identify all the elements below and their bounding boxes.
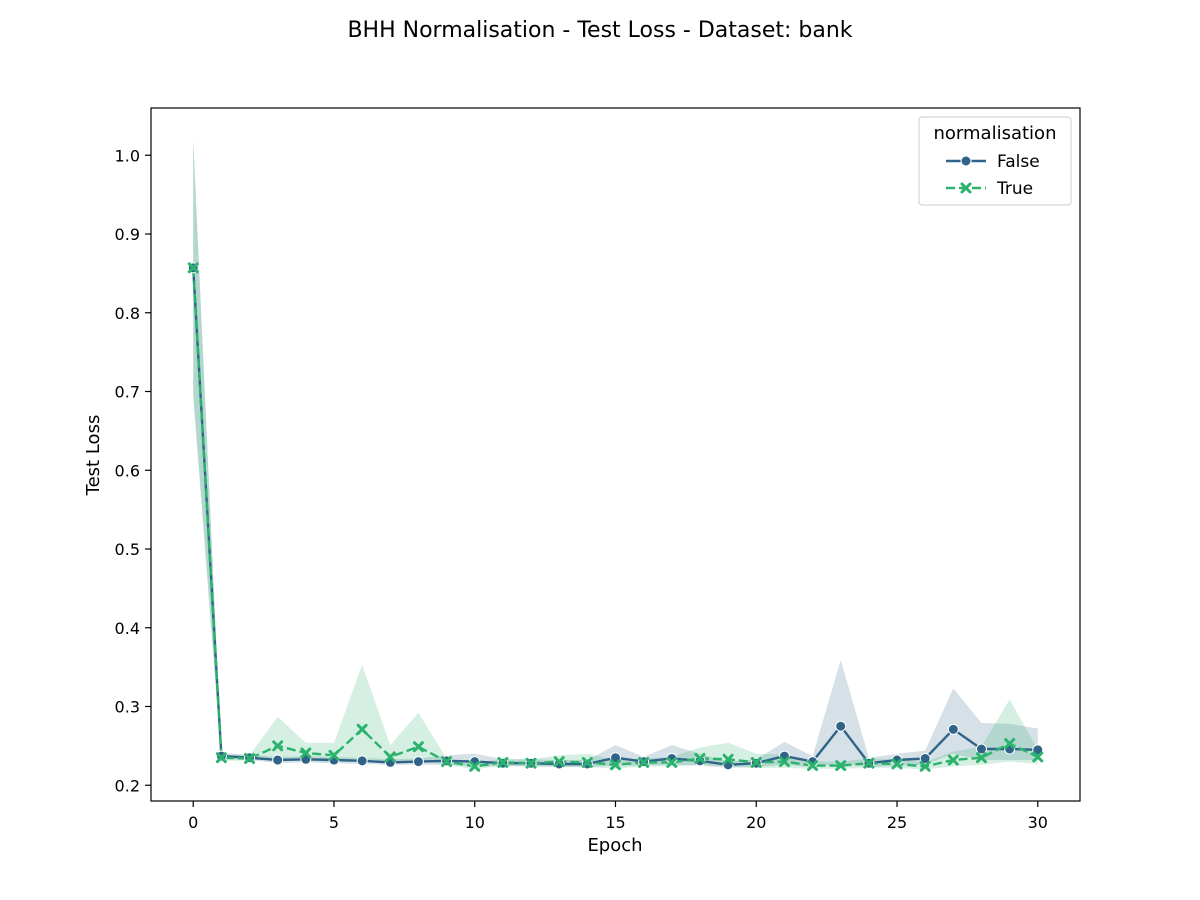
legend-title: normalisation [934,123,1057,144]
x-tick-label: 30 [1028,813,1048,832]
data-point-true [469,760,481,772]
data-point-true [863,757,875,769]
y-axis-ticks: 0.2 0.3 0.4 0.5 0.6 0.7 0.8 0.9 1.0 [115,146,151,795]
data-point-false [947,723,959,735]
data-point-true [638,756,650,768]
data-point-true [750,756,762,768]
data-point-false [975,743,987,755]
data-point-true [244,752,256,764]
data-point-true [215,752,227,764]
legend: normalisation False True [918,116,1072,206]
data-point-true [666,756,678,768]
data-point-true [441,756,453,768]
data-point-false [694,755,706,767]
chart-title: BHH Normalisation - Test Loss - Dataset:… [347,18,852,43]
x-tick-label: 15 [605,813,625,832]
y-tick-label: 0.5 [115,540,140,559]
confidence-band-true [193,139,1038,770]
data-point-true [300,747,312,759]
data-point-true [694,752,706,764]
data-point-false [272,754,284,766]
y-tick-label: 0.7 [115,383,140,402]
legend-marker-false [960,155,972,167]
legend-box [918,116,1072,206]
y-axis-label: Test Loss [83,415,104,497]
x-tick-label: 10 [465,813,485,832]
x-axis-label: Epoch [587,835,642,856]
series-line-false [192,267,1038,766]
y-tick-label: 0.3 [115,698,140,717]
data-point-true [1004,738,1016,750]
data-point-false [553,758,565,770]
data-point-true [497,756,509,768]
data-point-true [356,723,368,735]
x-tick-label: 20 [746,813,766,832]
data-point-true [807,760,819,772]
data-point-true [778,756,790,768]
data-point-true [722,753,734,765]
x-tick-label: 5 [329,813,339,832]
x-axis-ticks: 0 5 10 15 20 25 30 [188,801,1048,832]
data-point-true [525,757,537,769]
legend-items: False True [946,152,1040,199]
y-tick-label: 0.4 [115,619,140,638]
data-point-false [919,752,931,764]
data-point-true [581,756,593,768]
data-point-true [328,749,340,761]
data-point-true [610,759,621,771]
data-point-true [947,754,959,766]
data-point-true [835,760,847,772]
legend-marker-true [960,182,972,194]
y-tick-label: 0.2 [115,776,140,795]
y-tick-label: 0.6 [115,461,140,480]
series-markers [187,262,1044,772]
confidence-band-false [193,139,1038,768]
data-point-true [272,740,284,752]
data-point-true [412,741,424,753]
y-tick-label: 0.8 [115,304,140,323]
data-point-false [835,720,847,732]
legend-label-false: False [997,152,1040,172]
series-lines [192,267,1039,768]
confidence-bands [193,139,1038,770]
data-point-true [919,760,931,772]
data-point-true [1032,751,1044,763]
data-point-true [891,758,903,770]
y-tick-label: 1.0 [115,146,140,165]
x-tick-label: 25 [887,813,907,832]
data-point-true [975,752,987,764]
data-point-false [412,756,424,768]
data-point-true [384,751,396,763]
legend-label-true: True [996,179,1033,199]
data-point-false [356,755,368,767]
series-line-true [192,267,1039,768]
plot-frame [150,107,1081,802]
data-point-true [553,756,565,768]
data-point-true [187,262,199,274]
x-tick-label: 0 [188,813,198,832]
y-tick-label: 0.9 [115,225,140,244]
